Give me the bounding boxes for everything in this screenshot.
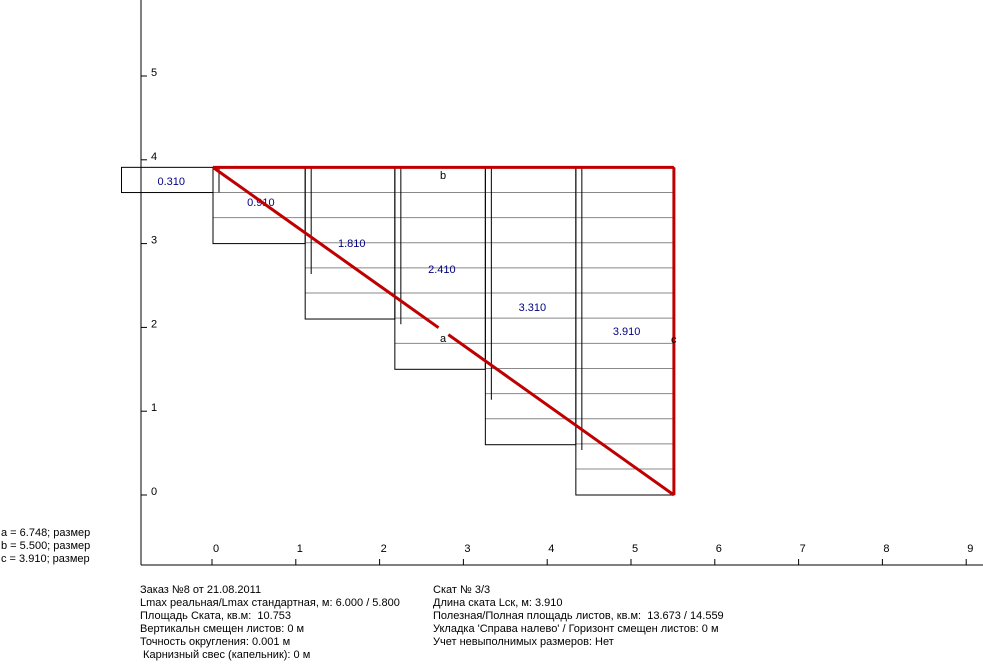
y-tick-label: 2 <box>151 318 157 330</box>
info-line: Укладка 'Справа налево' / Горизонт смеще… <box>433 623 719 635</box>
info-line: Карнизный свес (капельник): 0 м <box>140 649 311 661</box>
edge-label-a: a <box>440 333 447 345</box>
x-tick-label: 7 <box>800 543 806 555</box>
info-line: Точность округления: 0.001 м <box>140 636 291 648</box>
sheet-length-label: 1.810 <box>338 238 366 250</box>
x-tick-label: 8 <box>883 543 889 555</box>
order-info: Заказ №8 от 21.08.2011 Lmax реальная/Lma… <box>140 584 400 662</box>
roof-edge-a <box>212 166 440 329</box>
info-line: Скат № 3/3 <box>433 584 491 596</box>
x-tick-label: 1 <box>297 543 303 555</box>
x-tick-label: 2 <box>381 543 387 555</box>
overhang-sheet-label: 0.310 <box>157 176 185 188</box>
x-tick-label: 6 <box>716 543 722 555</box>
sheet-length-label: 3.310 <box>519 302 547 314</box>
roof-edge-a <box>447 333 675 497</box>
y-tick-label: 0 <box>151 486 157 498</box>
x-tick-label: 4 <box>548 543 554 555</box>
y-tick-label: 4 <box>151 151 157 163</box>
info-line: Площадь Ската, кв.м: 10.753 <box>140 610 292 622</box>
x-tick-label: 3 <box>464 543 470 555</box>
info-line: Длина ската Lск, м: 3.910 <box>433 597 563 609</box>
edge-label-c: c <box>671 334 677 346</box>
dimensions-list: a = 6.748; размер b = 5.500; размер c = … <box>1 527 90 566</box>
dimension-a: a = 6.748; размер <box>1 527 91 539</box>
info-line: Вертикальн смещен листов: 0 м <box>140 623 305 635</box>
x-tick-label: 0 <box>213 543 219 555</box>
sheet-length-label: 3.910 <box>613 326 641 338</box>
slope-info: Скат № 3/3 Длина ската Lск, м: 3.910 Пол… <box>433 584 724 649</box>
overhang-sheet <box>120 166 214 194</box>
info-line: Заказ №8 от 21.08.2011 <box>140 584 262 596</box>
y-tick-label: 5 <box>151 67 157 79</box>
edge-label-b: b <box>440 170 446 182</box>
info-line: Lmax реальная/Lmax стандартная, м: 6.000… <box>140 597 400 609</box>
info-line: Учет невыполнимых размеров: Нет <box>433 636 614 648</box>
info-line: Полезная/Полная площадь листов, кв.м: 13… <box>433 610 724 622</box>
y-tick-label: 1 <box>151 402 157 414</box>
x-tick-label: 5 <box>632 543 638 555</box>
x-tick-label: 9 <box>967 543 973 555</box>
sheet-length-label: 2.410 <box>428 264 456 276</box>
dimension-c: c = 3.910; размер <box>1 553 90 565</box>
dimension-b: b = 5.500; размер <box>1 540 91 552</box>
y-tick-label: 3 <box>151 235 157 247</box>
